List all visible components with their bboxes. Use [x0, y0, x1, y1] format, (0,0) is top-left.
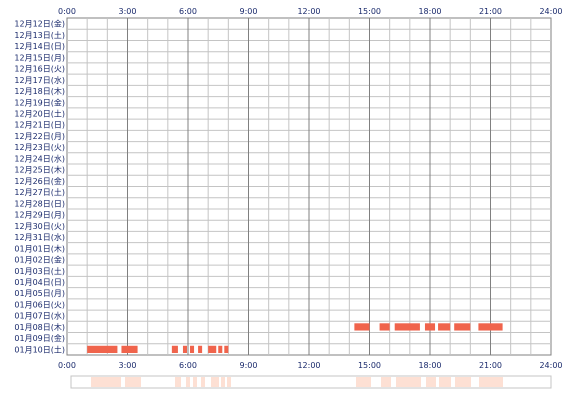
x-axis-bottom: 0:00 3:00 6:00 9:00 12:00 15:00 18:00 21:00 24:0… [58, 361, 563, 370]
day-label: 12月22日(月) [14, 132, 65, 141]
day-label: 12月25日(木) [14, 165, 65, 175]
day-label: 01月05日(月) [14, 289, 65, 298]
day-label: 12月19日(金) [14, 97, 65, 107]
day-label: 01月04日(日) [14, 278, 65, 287]
day-label: 12月27日(土) [14, 187, 65, 197]
day-label: 01月02日(金) [14, 255, 65, 265]
day-label: 12月20日(土) [14, 108, 65, 118]
day-label: 12月31日(水) [14, 232, 65, 242]
activity-bar [208, 345, 217, 353]
activity-bar [478, 323, 503, 331]
x-tick-label: 9:00 [240, 7, 258, 16]
x-tick-label: 21:00 [479, 7, 502, 16]
activity-bar [438, 323, 451, 331]
day-label: 12月17日(水) [14, 75, 65, 85]
day-label: 01月08日(木) [14, 322, 65, 332]
activity-bar [190, 345, 195, 353]
activity-bars [87, 323, 503, 353]
chart-grid [66, 17, 552, 356]
activity-bar [182, 345, 187, 353]
summary-strip [70, 375, 552, 389]
summary-segment [455, 377, 471, 387]
summary-segment [479, 377, 503, 387]
x-tick-label: 24:00 [539, 7, 562, 16]
day-label: 12月30日(火) [14, 222, 65, 231]
activity-bar [454, 323, 471, 331]
summary-segment [381, 377, 391, 387]
summary-segment [201, 377, 205, 387]
x-tick-label: 3:00 [119, 7, 137, 16]
summary-segment [439, 377, 451, 387]
x-tick-label: 24:00 [539, 361, 562, 370]
summary-segment [125, 377, 141, 387]
summary-segment [193, 377, 197, 387]
day-label: 12月26日(金) [14, 176, 65, 186]
activity-bar [394, 323, 420, 331]
day-label: 01月06日(火) [14, 300, 65, 309]
day-label: 12月14日(日) [14, 42, 65, 51]
activity-bar [87, 345, 118, 353]
day-label: 12月23日(火) [14, 143, 65, 152]
x-axis-top: 0:00 3:00 6:00 9:00 12:00 15:00 18:00 21:00 24:0… [58, 7, 563, 16]
y-axis-day-labels: 12月12日(金)12月13日(土) 12月14日(日) 12月15日(月) 12月1… [14, 19, 65, 355]
x-tick-label: 18:00 [418, 7, 441, 16]
summary-segment [211, 377, 219, 387]
x-tick-label: 0:00 [58, 7, 76, 16]
x-tick-label: 21:00 [479, 361, 502, 370]
day-label: 12月29日(月) [14, 211, 65, 220]
activity-bar [198, 345, 203, 353]
day-label: 01月09日(金) [14, 333, 65, 343]
day-label: 12月21日(日) [14, 121, 65, 130]
summary-segment [175, 377, 181, 387]
x-tick-label: 9:00 [240, 361, 258, 370]
activity-bar [121, 345, 138, 353]
x-tick-label: 6:00 [179, 361, 197, 370]
activity-bar [171, 345, 178, 353]
x-tick-label: 3:00 [119, 361, 137, 370]
summary-segment [227, 377, 231, 387]
summary-segment [91, 377, 121, 387]
summary-segment [426, 377, 436, 387]
x-tick-label: 15:00 [358, 361, 381, 370]
x-tick-label: 15:00 [358, 7, 381, 16]
day-label: 12月28日(日) [14, 199, 65, 208]
day-label: 12月15日(月) [14, 53, 65, 62]
summary-segment [186, 377, 190, 387]
x-tick-label: 12:00 [297, 361, 320, 370]
activity-bar [224, 345, 229, 353]
x-tick-label: 0:00 [58, 361, 76, 370]
summary-segment [396, 377, 421, 387]
x-tick-label: 12:00 [297, 7, 320, 16]
day-label: 12月24日(水) [14, 153, 65, 163]
activity-bar [424, 323, 436, 331]
activity-bar [354, 323, 370, 331]
day-label: 01月07日(水) [14, 311, 65, 321]
day-label: 12月12日(金) [14, 19, 65, 29]
day-label: 01月10日(土) [14, 344, 65, 354]
x-tick-label: 6:00 [179, 7, 197, 16]
day-label: 12月16日(火) [14, 65, 65, 74]
summary-segment [221, 377, 225, 387]
x-tick-label: 18:00 [418, 361, 441, 370]
day-label: 01月03日(土) [14, 266, 65, 276]
activity-bar [379, 323, 390, 331]
day-label: 12月18日(木) [14, 86, 65, 96]
day-label: 12月13日(土) [14, 30, 65, 40]
activity-bar [218, 345, 223, 353]
day-label: 01月01日(木) [14, 243, 65, 253]
summary-segment [356, 377, 371, 387]
